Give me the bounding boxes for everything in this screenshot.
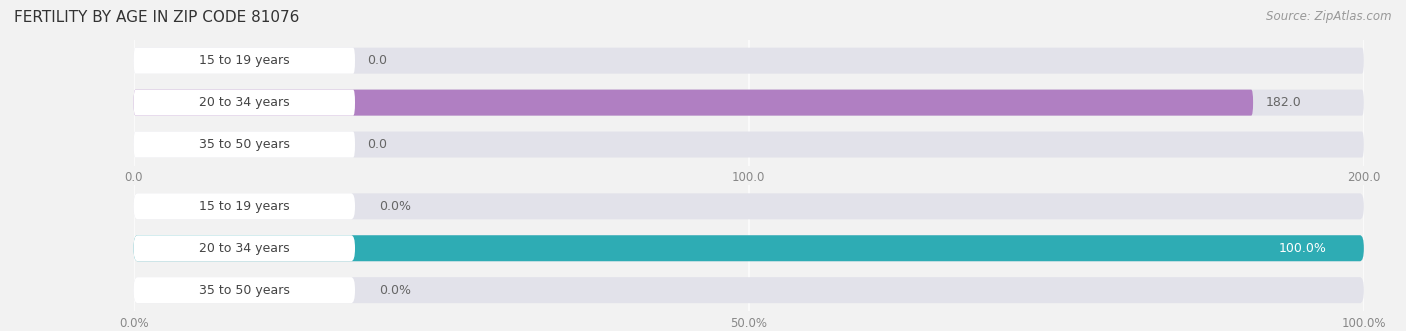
FancyBboxPatch shape — [134, 131, 354, 158]
Text: 15 to 19 years: 15 to 19 years — [200, 200, 290, 213]
FancyBboxPatch shape — [134, 235, 1364, 261]
FancyBboxPatch shape — [134, 235, 354, 261]
FancyBboxPatch shape — [134, 90, 1253, 116]
Text: 20 to 34 years: 20 to 34 years — [200, 242, 290, 255]
FancyBboxPatch shape — [134, 193, 1364, 219]
Text: 15 to 19 years: 15 to 19 years — [200, 54, 290, 67]
FancyBboxPatch shape — [134, 90, 354, 116]
Text: 20 to 34 years: 20 to 34 years — [200, 96, 290, 109]
Text: 0.0: 0.0 — [367, 138, 387, 151]
FancyBboxPatch shape — [134, 48, 1364, 74]
Text: 0.0: 0.0 — [367, 54, 387, 67]
FancyBboxPatch shape — [134, 277, 354, 303]
Text: 0.0%: 0.0% — [380, 200, 412, 213]
Text: 35 to 50 years: 35 to 50 years — [198, 138, 290, 151]
Text: FERTILITY BY AGE IN ZIP CODE 81076: FERTILITY BY AGE IN ZIP CODE 81076 — [14, 10, 299, 25]
FancyBboxPatch shape — [134, 48, 354, 74]
FancyBboxPatch shape — [134, 277, 1364, 303]
Text: 182.0: 182.0 — [1265, 96, 1301, 109]
Text: 35 to 50 years: 35 to 50 years — [198, 284, 290, 297]
Text: 100.0%: 100.0% — [1279, 242, 1327, 255]
FancyBboxPatch shape — [134, 90, 1364, 116]
Text: 0.0%: 0.0% — [380, 284, 412, 297]
FancyBboxPatch shape — [134, 235, 1364, 261]
Text: Source: ZipAtlas.com: Source: ZipAtlas.com — [1267, 10, 1392, 23]
FancyBboxPatch shape — [134, 131, 1364, 158]
FancyBboxPatch shape — [134, 193, 354, 219]
